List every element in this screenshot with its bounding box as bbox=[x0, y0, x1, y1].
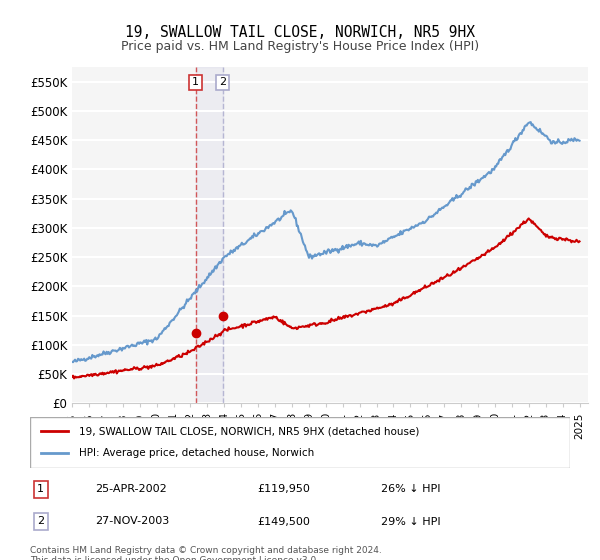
Text: 25-APR-2002: 25-APR-2002 bbox=[95, 484, 167, 494]
Text: 19, SWALLOW TAIL CLOSE, NORWICH, NR5 9HX (detached house): 19, SWALLOW TAIL CLOSE, NORWICH, NR5 9HX… bbox=[79, 426, 419, 436]
Text: 29% ↓ HPI: 29% ↓ HPI bbox=[381, 516, 440, 526]
Text: Contains HM Land Registry data © Crown copyright and database right 2024.
This d: Contains HM Land Registry data © Crown c… bbox=[30, 546, 382, 560]
Text: 1: 1 bbox=[192, 77, 199, 87]
Text: £119,950: £119,950 bbox=[257, 484, 310, 494]
Text: £149,500: £149,500 bbox=[257, 516, 310, 526]
Text: 2: 2 bbox=[37, 516, 44, 526]
Text: 26% ↓ HPI: 26% ↓ HPI bbox=[381, 484, 440, 494]
Text: 19, SWALLOW TAIL CLOSE, NORWICH, NR5 9HX: 19, SWALLOW TAIL CLOSE, NORWICH, NR5 9HX bbox=[125, 25, 475, 40]
FancyBboxPatch shape bbox=[30, 417, 570, 468]
Text: 1: 1 bbox=[37, 484, 44, 494]
Text: 27-NOV-2003: 27-NOV-2003 bbox=[95, 516, 169, 526]
Text: HPI: Average price, detached house, Norwich: HPI: Average price, detached house, Norw… bbox=[79, 449, 314, 459]
Text: Price paid vs. HM Land Registry's House Price Index (HPI): Price paid vs. HM Land Registry's House … bbox=[121, 40, 479, 53]
Bar bbox=[196, 67, 223, 403]
Text: 2: 2 bbox=[219, 77, 226, 87]
